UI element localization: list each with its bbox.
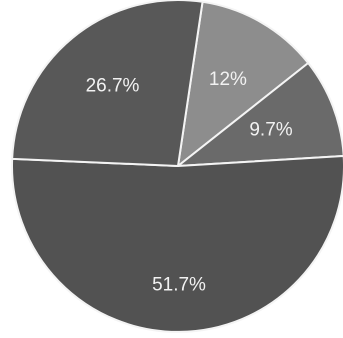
pie-slice-label-1: 9.7%	[249, 120, 292, 141]
pie-slice-3	[11, 0, 204, 168]
pie-slice-0	[176, 0, 310, 169]
pie-slice-2	[11, 155, 343, 333]
pie-slices	[11, 0, 343, 333]
pie-slice-label-0: 12%	[209, 69, 247, 90]
pie-slice-label-2: 51.7%	[152, 275, 206, 296]
pie-labels: 12% 9.7% 51.7% 26.7%	[86, 69, 293, 296]
pie-slice-1	[174, 61, 343, 168]
pie-slice-label-3: 26.7%	[86, 76, 140, 97]
